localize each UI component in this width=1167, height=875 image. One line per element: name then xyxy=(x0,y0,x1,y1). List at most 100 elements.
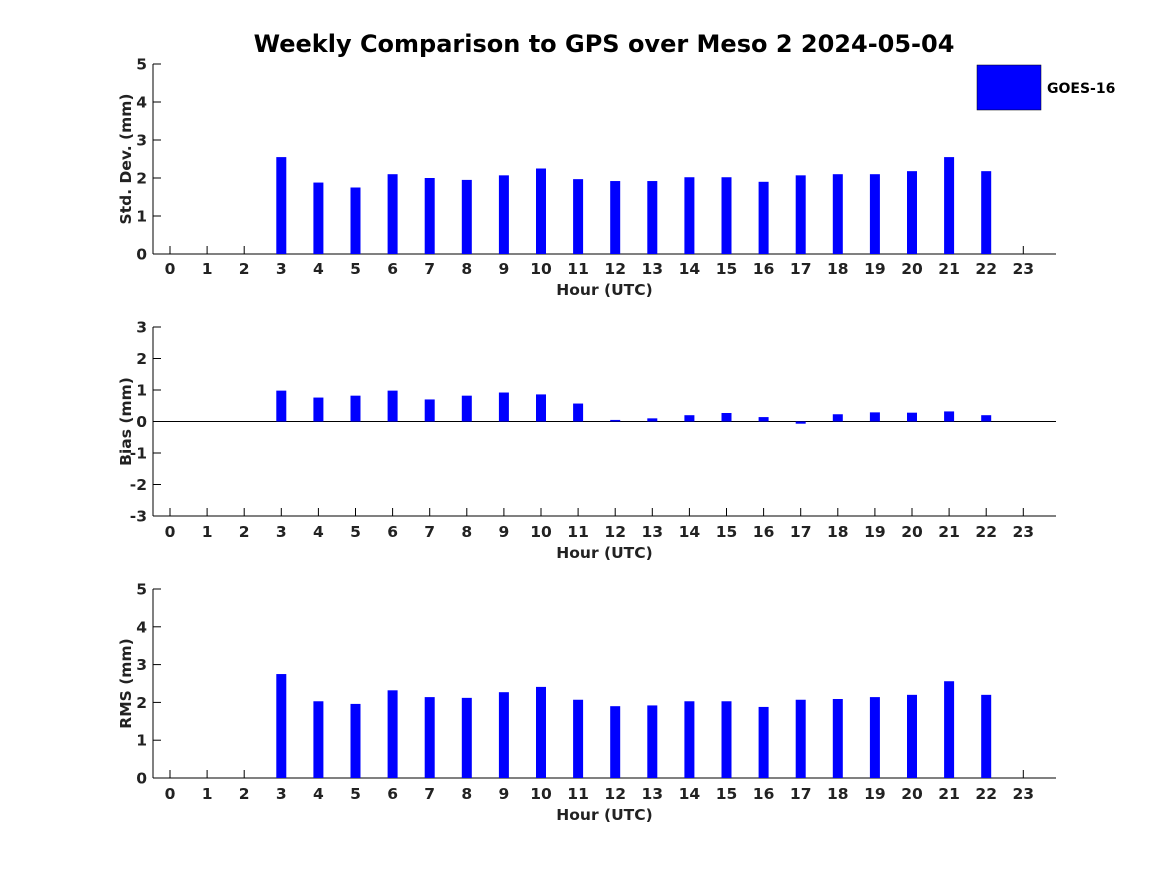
x-tick-label: 18 xyxy=(827,523,849,541)
bar-std-hour-21 xyxy=(944,157,955,254)
x-tick-label: 14 xyxy=(679,785,701,803)
bar-bias-hour-19 xyxy=(869,412,880,422)
x-tick-label: 12 xyxy=(604,523,626,541)
x-tick-label: 15 xyxy=(716,523,738,541)
x-tick-label: 21 xyxy=(938,523,960,541)
bar-std-hour-19 xyxy=(869,174,880,254)
y-tick-label: 3 xyxy=(136,656,147,674)
bar-rms-hour-5 xyxy=(350,703,361,778)
bar-std-hour-18 xyxy=(832,174,843,254)
x-tick-label: 15 xyxy=(716,260,738,278)
x-tick-label: 15 xyxy=(716,785,738,803)
x-tick-label: 9 xyxy=(499,785,510,803)
x-tick-label: 0 xyxy=(165,523,176,541)
bar-bias-hour-20 xyxy=(907,412,917,422)
y-tick-label: 3 xyxy=(136,132,147,150)
y-tick-label: 5 xyxy=(136,56,147,74)
bar-rms-hour-16 xyxy=(758,706,769,778)
x-tick-label: 23 xyxy=(1013,785,1035,803)
x-tick-label: 14 xyxy=(679,523,701,541)
bar-bias-hour-14 xyxy=(684,415,695,422)
y-tick-label: 4 xyxy=(136,618,147,636)
x-tick-label: 21 xyxy=(938,785,960,803)
bar-bias-hour-4 xyxy=(313,397,324,422)
x-tick-label: 18 xyxy=(827,785,849,803)
x-tick-label: 17 xyxy=(790,785,812,803)
x-tick-label: 3 xyxy=(276,523,287,541)
x-tick-label: 23 xyxy=(1013,260,1035,278)
bar-rms-hour-17 xyxy=(795,699,806,778)
x-tick-label: 2 xyxy=(239,523,250,541)
bar-rms-hour-9 xyxy=(498,692,509,778)
x-tick-label: 5 xyxy=(350,260,361,278)
bar-bias-hour-11 xyxy=(573,403,584,422)
x-tick-label: 8 xyxy=(461,523,472,541)
bar-rms-hour-15 xyxy=(721,701,732,778)
x-tick-label: 4 xyxy=(313,523,324,541)
bar-std-hour-12 xyxy=(610,181,621,254)
x-tick-label: 7 xyxy=(424,260,435,278)
x-tick-label: 5 xyxy=(350,785,361,803)
bar-bias-hour-15 xyxy=(721,412,732,422)
x-tick-label: 8 xyxy=(461,260,472,278)
x-tick-label: 16 xyxy=(753,785,775,803)
x-tick-label: 16 xyxy=(753,523,775,541)
bar-std-hour-13 xyxy=(647,181,658,254)
x-tick-label: 11 xyxy=(567,785,589,803)
x-tick-label: 5 xyxy=(350,523,361,541)
bar-bias-hour-7 xyxy=(424,399,435,422)
bar-bias-hour-13 xyxy=(647,418,658,422)
x-tick-label: 2 xyxy=(239,260,250,278)
x-tick-label: 3 xyxy=(276,260,287,278)
x-axis-label: Hour (UTC) xyxy=(556,544,652,562)
y-tick-label: 3 xyxy=(136,319,147,337)
bar-bias-hour-3 xyxy=(276,390,287,422)
x-tick-label: 19 xyxy=(864,523,886,541)
bar-std-hour-11 xyxy=(573,179,584,254)
legend-swatch-goes-16 xyxy=(976,64,1042,111)
bar-rms-hour-19 xyxy=(869,697,880,778)
bar-bias-hour-6 xyxy=(387,390,398,422)
y-axis-label: RMS (mm) xyxy=(117,638,135,728)
bar-std-hour-6 xyxy=(387,174,398,254)
y-tick-label: 2 xyxy=(136,170,147,188)
bar-std-hour-3 xyxy=(276,157,287,254)
x-tick-label: 17 xyxy=(790,523,812,541)
x-tick-label: 14 xyxy=(679,260,701,278)
x-tick-label: 9 xyxy=(499,523,510,541)
bar-rms-hour-11 xyxy=(573,699,584,778)
x-tick-label: 18 xyxy=(827,260,849,278)
bar-bias-hour-22 xyxy=(981,415,992,422)
x-tick-label: 6 xyxy=(387,260,398,278)
x-tick-label: 2 xyxy=(239,785,250,803)
x-tick-label: 4 xyxy=(313,260,324,278)
x-tick-label: 7 xyxy=(424,785,435,803)
x-tick-label: 13 xyxy=(642,785,664,803)
x-tick-label: 6 xyxy=(387,785,398,803)
x-tick-label: 12 xyxy=(604,785,626,803)
bar-rms-hour-21 xyxy=(944,681,955,778)
x-tick-label: 7 xyxy=(424,523,435,541)
bar-std-hour-22 xyxy=(981,171,992,254)
bar-std-hour-7 xyxy=(424,178,435,254)
bar-std-hour-20 xyxy=(907,171,917,254)
x-tick-label: 20 xyxy=(901,260,923,278)
bar-std-hour-14 xyxy=(684,177,695,254)
bar-rms-hour-7 xyxy=(424,697,435,778)
x-axis-label: Hour (UTC) xyxy=(556,806,652,824)
x-tick-label: 16 xyxy=(753,260,775,278)
x-tick-label: 22 xyxy=(975,523,997,541)
x-tick-label: 20 xyxy=(901,785,923,803)
x-tick-label: 8 xyxy=(461,785,472,803)
x-tick-label: 22 xyxy=(975,260,997,278)
x-tick-label: 1 xyxy=(202,785,213,803)
bar-std-hour-10 xyxy=(536,168,546,254)
x-tick-label: 20 xyxy=(901,523,923,541)
x-tick-label: 3 xyxy=(276,785,287,803)
y-tick-label: 1 xyxy=(136,208,147,226)
bar-rms-hour-12 xyxy=(610,706,621,778)
x-tick-label: 0 xyxy=(165,260,176,278)
